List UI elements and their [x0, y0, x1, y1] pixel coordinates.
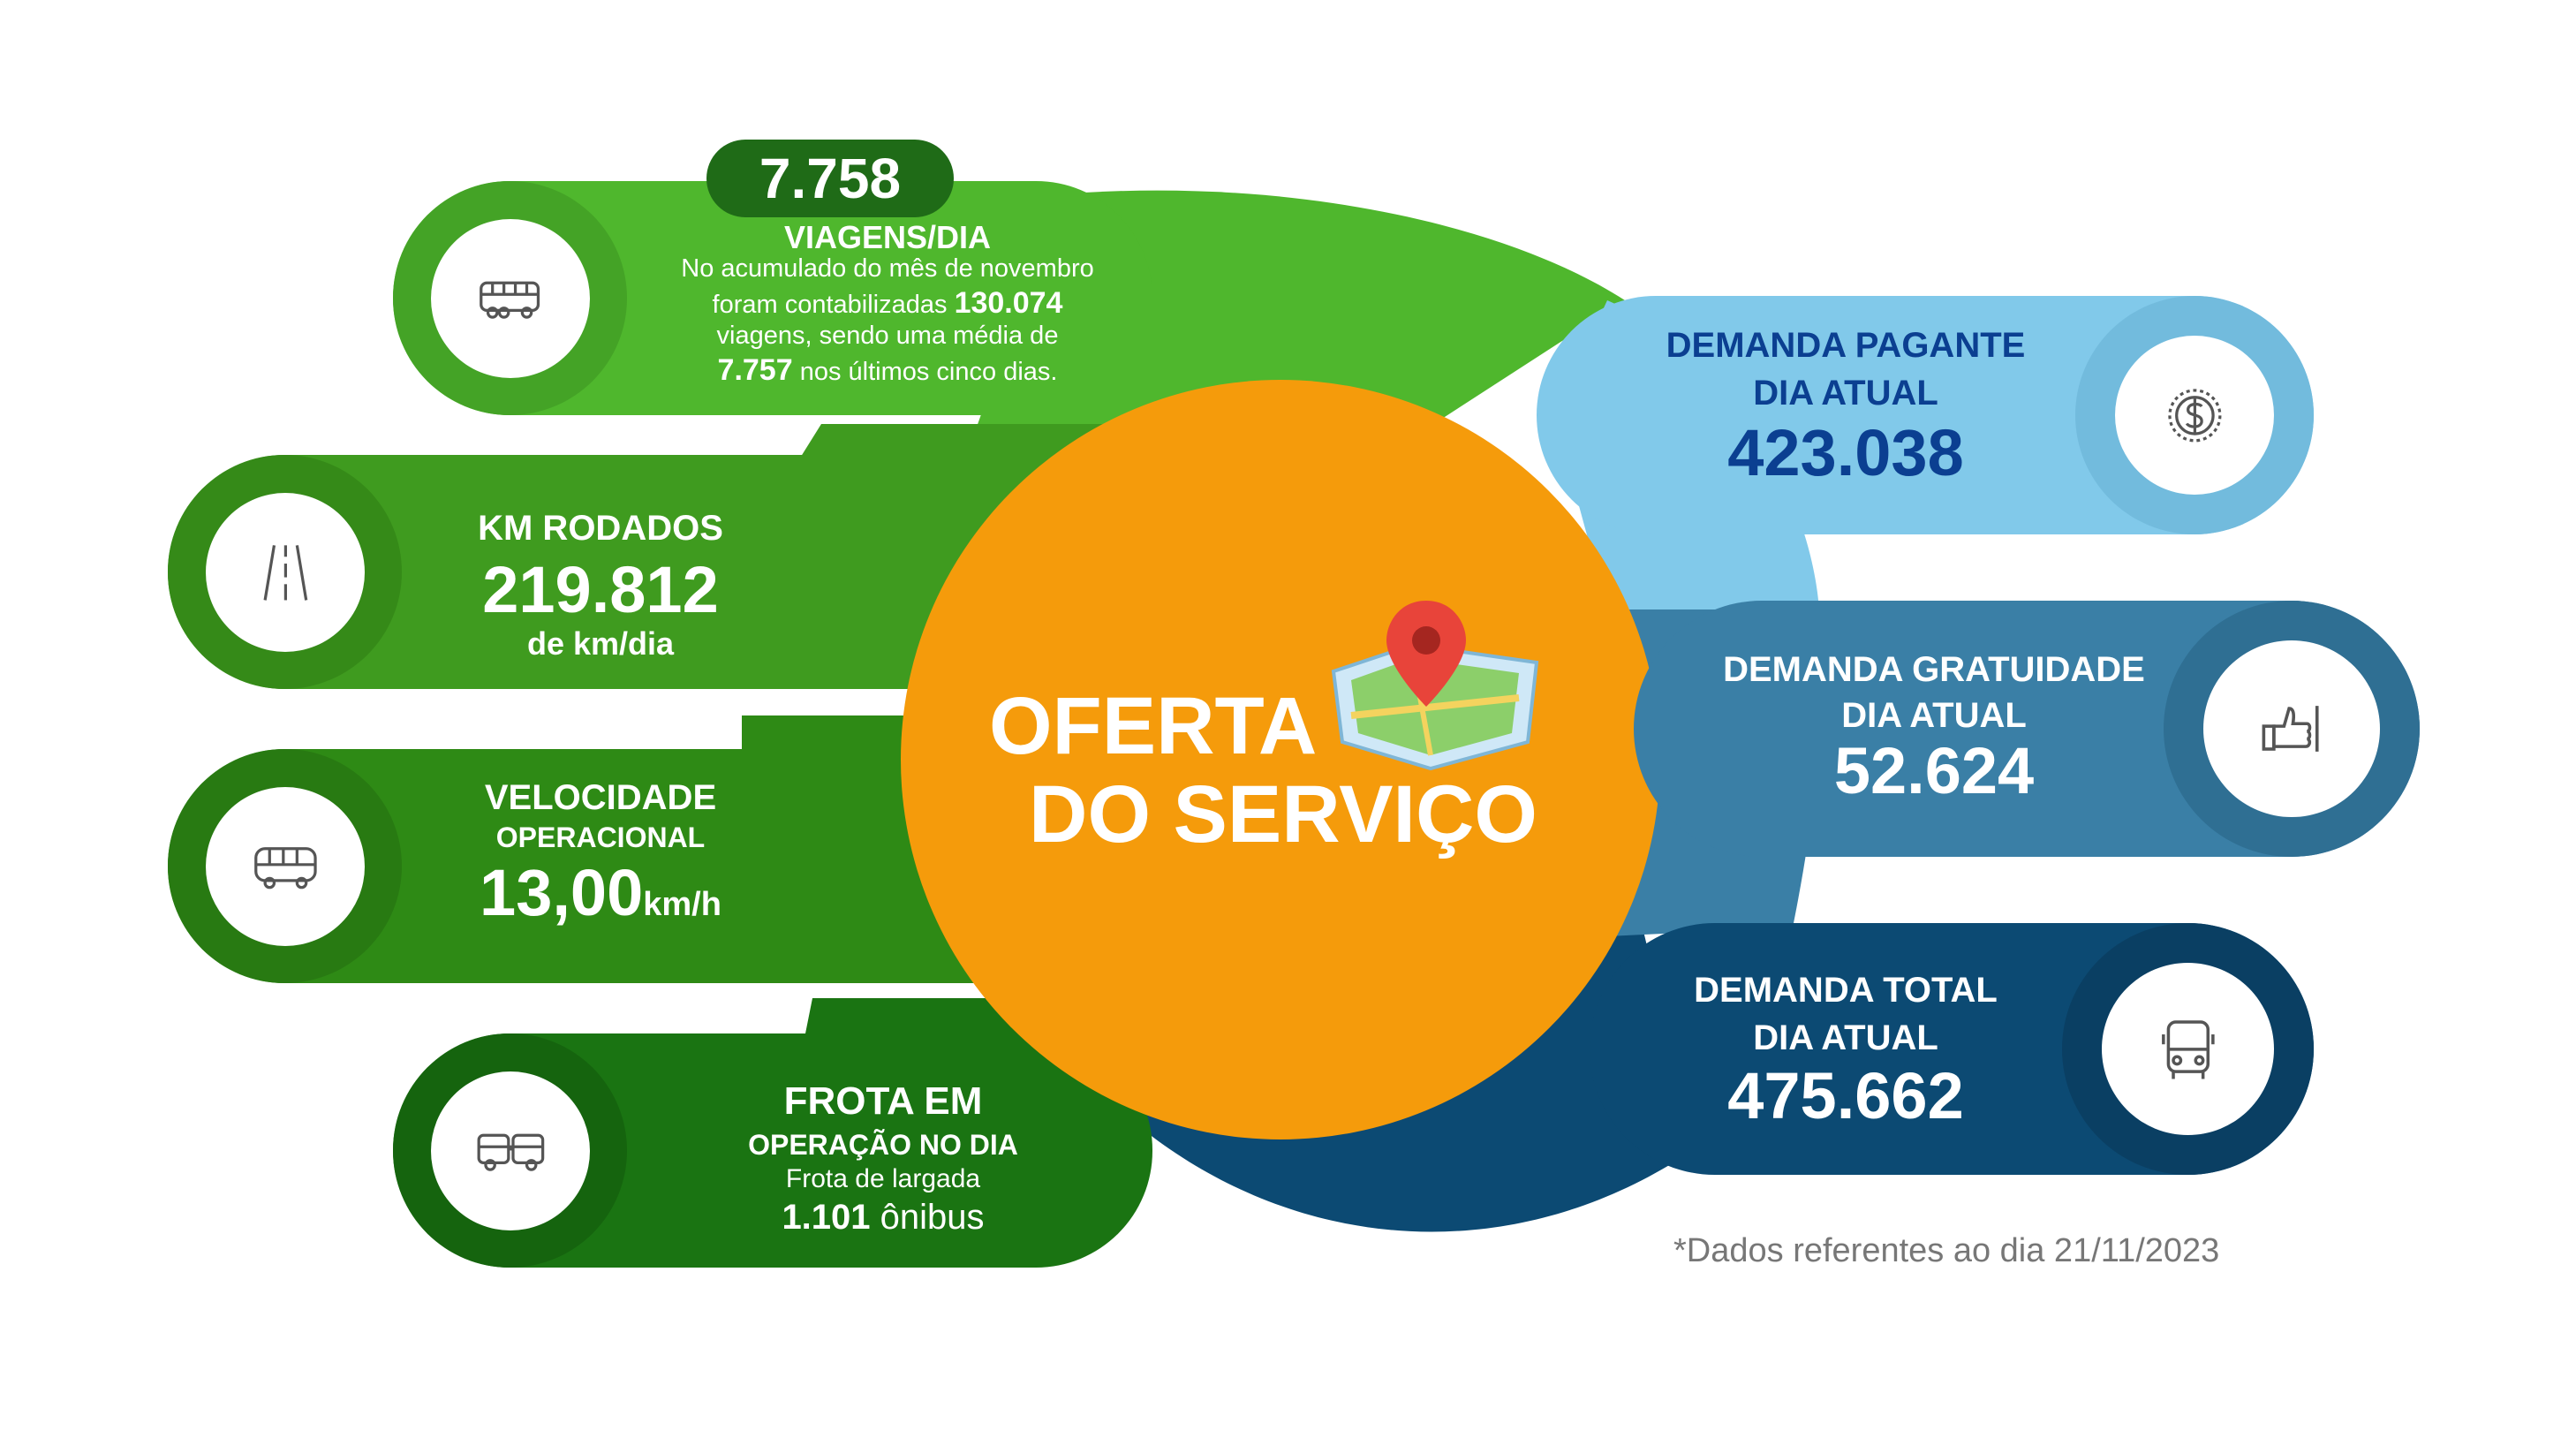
total-label-line2: DIA ATUAL [1753, 1018, 1938, 1057]
viagens-icon-circle [431, 219, 590, 378]
viagens-desc-line2-value: 130.074 [954, 286, 1063, 320]
frota-unit: ônibus [880, 1198, 985, 1237]
viagens-desc-line4-post: nos últimos cinco dias. [799, 358, 1058, 386]
frota-value: 1.101 [782, 1198, 871, 1237]
viagens-desc-line2-pre: foram contabilizadas [712, 291, 948, 319]
center-title-line2: DO SERVIÇO [1029, 769, 1537, 859]
gratuidade-value: 52.624 [1833, 734, 2035, 807]
articulated-bus-icon [477, 1133, 544, 1171]
viagens-desc-line3: viagens, sendo uma média de [716, 322, 1059, 350]
velocidade-value-row: 13,00km/h [406, 855, 795, 930]
viagens-desc-line4-value: 7.757 [717, 353, 793, 387]
km-value: 219.812 [482, 553, 719, 626]
km-unit: de km/dia [526, 625, 675, 662]
frota-desc: Frota de largada [785, 1164, 981, 1193]
thumbs-up-icon [2262, 706, 2319, 752]
pagante-label-line2: DIA ATUAL [1753, 374, 1938, 413]
road-icon [263, 544, 307, 601]
gratuidade-icon-circle [2203, 640, 2380, 817]
velocidade-value: 13,00 [480, 856, 644, 929]
coach-bus-icon [479, 281, 540, 319]
center-circle [901, 380, 1660, 1139]
total-label-line1: DEMANDA TOTAL [1694, 971, 1998, 1010]
center-title-line1: OFERTA [989, 681, 1318, 771]
km-label: KM RODADOS [478, 509, 723, 548]
frota-icon-circle [431, 1071, 590, 1230]
viagens-desc-line2: foram contabilizadas 130.074 [618, 286, 1157, 321]
total-icon-circle [2102, 963, 2274, 1135]
velocidade-label-line1: VELOCIDADE [484, 778, 717, 817]
pagante-icon-circle [2115, 336, 2274, 495]
map-pin-icon [1331, 601, 1539, 771]
viagens-desc-line1: No acumulado do mês de novembro [681, 254, 1094, 283]
frota-value-row: 1.101 ônibus [636, 1197, 1130, 1238]
km-icon-circle [206, 493, 365, 652]
velocidade-label-line2: OPERACIONAL [495, 821, 706, 853]
dollar-coin-icon [2167, 388, 2222, 443]
footnote: *Dados referentes ao dia 21/11/2023 [1673, 1232, 2220, 1269]
pagante-label-line1: DEMANDA PAGANTE [1666, 326, 2026, 365]
viagens-desc-line4: 7.757 nos últimos cinco dias. [618, 353, 1157, 388]
velocidade-unit: km/h [643, 886, 721, 923]
pagante-value: 423.038 [1727, 416, 1964, 489]
frota-label-line2: OPERAÇÃO NO DIA [748, 1129, 1018, 1161]
gratuidade-label-line1: DEMANDA GRATUIDADE [1723, 650, 2145, 689]
total-value: 475.662 [1727, 1059, 1964, 1132]
frota-label-line1: FROTA EM [783, 1079, 983, 1123]
bus-icon [253, 846, 317, 889]
bus-front-icon [2161, 1019, 2215, 1079]
velocidade-icon-circle [206, 787, 365, 946]
viagens-label: VIAGENS/DIA [783, 219, 992, 255]
viagens-badge: 7.758 [706, 140, 954, 217]
gratuidade-label-line2: DIA ATUAL [1841, 696, 2027, 735]
